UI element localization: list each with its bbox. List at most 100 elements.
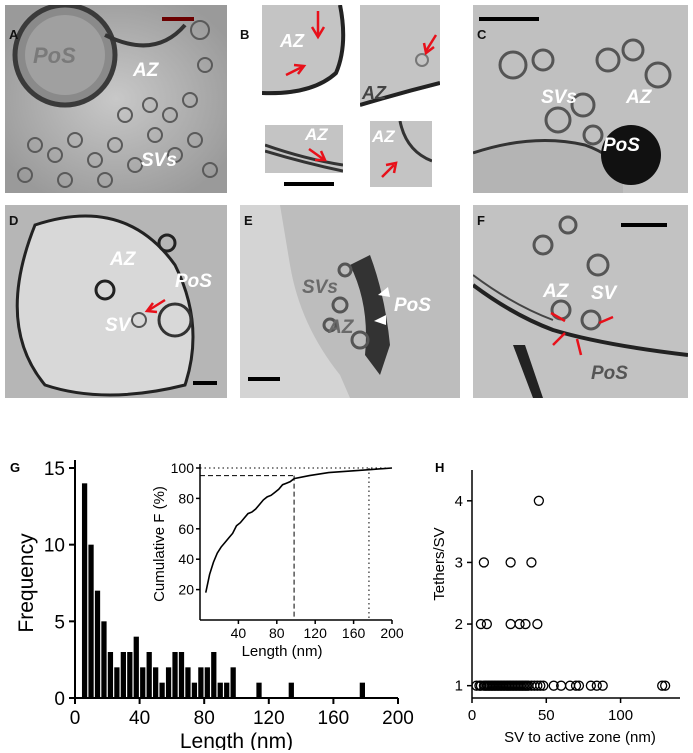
histogram-bar — [288, 682, 294, 698]
histogram-bar — [204, 667, 210, 698]
inset-x-tick-label: 120 — [304, 625, 328, 641]
h-y-tick-label: 2 — [455, 616, 463, 633]
panel-a-label-az: AZ — [133, 60, 159, 81]
inset-y-tick-label: 100 — [171, 460, 195, 476]
histogram-bar — [153, 667, 159, 698]
histogram-bar — [120, 652, 126, 698]
g-x-tick-label: 120 — [253, 708, 285, 729]
histogram-bar — [178, 652, 185, 698]
inset-y-axis-label: Cumulative F (%) — [151, 486, 168, 602]
scatter-point — [533, 495, 545, 506]
panel-e-label-pos: PoS — [394, 295, 431, 316]
h-x-tick-label: 50 — [538, 707, 555, 724]
g-y-axis-label: Frequency — [15, 533, 38, 633]
scatter-point — [659, 680, 671, 691]
histogram-bar — [224, 682, 230, 698]
panel-b-scale-bar — [284, 182, 334, 186]
histogram-bar — [159, 682, 165, 698]
scatter-point — [505, 618, 516, 630]
panel-e-letter: E — [244, 213, 253, 228]
g-y-tick-label: 10 — [44, 536, 65, 557]
panel-b-inset-1: AZ — [262, 5, 350, 109]
scatter-point — [505, 557, 516, 568]
histogram-bar — [165, 667, 172, 698]
panel-f-letter: F — [477, 213, 485, 228]
panel-g-letter: G — [10, 460, 20, 475]
panel-e-scale-bar — [248, 377, 280, 381]
scatter-point — [538, 680, 549, 691]
h-x-tick-label: 100 — [608, 707, 633, 724]
panel-c-label-pos: PoS — [603, 135, 640, 156]
panel-a-micrograph: A PoS AZ SVs — [5, 5, 227, 193]
panel-b: B AZ AZ AZ — [240, 5, 460, 193]
chart-g: G 0 5 10 15 0 40 80 120 160 200 Length (nm) Frequenc… — [10, 459, 414, 750]
histogram-bar — [81, 483, 88, 698]
panel-b-inset-4-label: AZ — [372, 127, 395, 146]
panel-f-label-sv: SV — [591, 283, 617, 304]
scatter-point — [526, 557, 537, 568]
scatter-point — [532, 618, 543, 630]
scatter-point — [475, 618, 487, 630]
panel-f-scale-bar — [621, 223, 667, 227]
inset-x-tick-label: 40 — [231, 625, 247, 641]
g-y-tick-label: 5 — [54, 612, 65, 633]
scatter-point — [535, 680, 546, 691]
histogram-bar — [185, 667, 191, 698]
g-x-axis-label: Length (nm) — [180, 730, 293, 750]
h-x-axis-label: SV to active zone (nm) — [504, 729, 656, 746]
histogram-bar — [94, 590, 101, 698]
histogram-bar — [198, 667, 204, 698]
scatter-point — [597, 680, 608, 691]
inset-y-tick-label: 20 — [178, 582, 194, 598]
scatter-point — [591, 680, 602, 691]
panel-d-micrograph: D AZ PoS SV — [5, 205, 227, 398]
panel-b-inset-3: AZ — [265, 125, 343, 173]
scatter-point — [481, 618, 493, 630]
panel-c-label-svs: SVs — [541, 87, 577, 108]
panel-b-inset-2: AZ — [360, 5, 440, 115]
h-y-tick-label: 3 — [455, 554, 463, 571]
histogram-bar — [230, 667, 236, 698]
panel-b-inset-3-label: AZ — [305, 125, 328, 144]
g-x-tick-label: 200 — [382, 708, 414, 729]
chart-h: H 1 2 3 4 0 50 100 SV to active zone (nm) Tethers… — [431, 460, 680, 746]
histogram-bar — [127, 652, 133, 698]
histogram-bar — [191, 682, 198, 698]
inset-background — [200, 464, 392, 620]
panel-a-scale-bar — [162, 17, 194, 21]
panel-d-letter: D — [9, 213, 19, 228]
panel-c-scale-bar — [479, 17, 539, 21]
scatter-point — [585, 680, 597, 691]
panel-e-micrograph: E SVs AZ PoS — [240, 205, 460, 398]
histogram-bar — [146, 652, 152, 698]
g-x-tick-label: 40 — [129, 708, 150, 729]
histogram-bar — [133, 636, 139, 698]
histogram-bar — [114, 667, 120, 698]
panel-a-label-svs: SVs — [141, 150, 177, 171]
inset-x-tick-label: 80 — [269, 625, 285, 641]
histogram-bar — [107, 652, 114, 698]
g-y-tick-label: 15 — [44, 459, 65, 480]
inset-y-tick-label: 40 — [178, 551, 194, 567]
scatter-point — [573, 680, 585, 691]
histogram-bar — [172, 652, 178, 698]
inset-x-tick-label: 160 — [342, 625, 366, 641]
panel-e-label-svs: SVs — [302, 277, 338, 298]
scatter-point — [548, 680, 559, 691]
panel-h-letter: H — [435, 460, 444, 475]
scatter-point — [570, 680, 582, 691]
panel-f-micrograph: F AZ SV PoS — [473, 205, 688, 398]
g-y-tick-label: 0 — [54, 689, 65, 710]
scatter-point — [514, 618, 525, 630]
panel-f-label-az: AZ — [543, 281, 569, 302]
histogram-bar — [88, 544, 94, 698]
panel-f-label-pos: PoS — [591, 363, 628, 384]
panel-a-texture — [5, 5, 227, 193]
panel-d-scale-bar — [193, 381, 217, 385]
inset-y-tick-label: 60 — [178, 521, 194, 537]
g-x-tick-label: 80 — [194, 708, 215, 729]
panel-d-label-sv: SV — [105, 315, 131, 336]
histogram-bar — [140, 667, 146, 698]
panel-d-label-az: AZ — [110, 249, 136, 270]
panel-c-micrograph: C SVs AZ PoS — [473, 5, 688, 193]
